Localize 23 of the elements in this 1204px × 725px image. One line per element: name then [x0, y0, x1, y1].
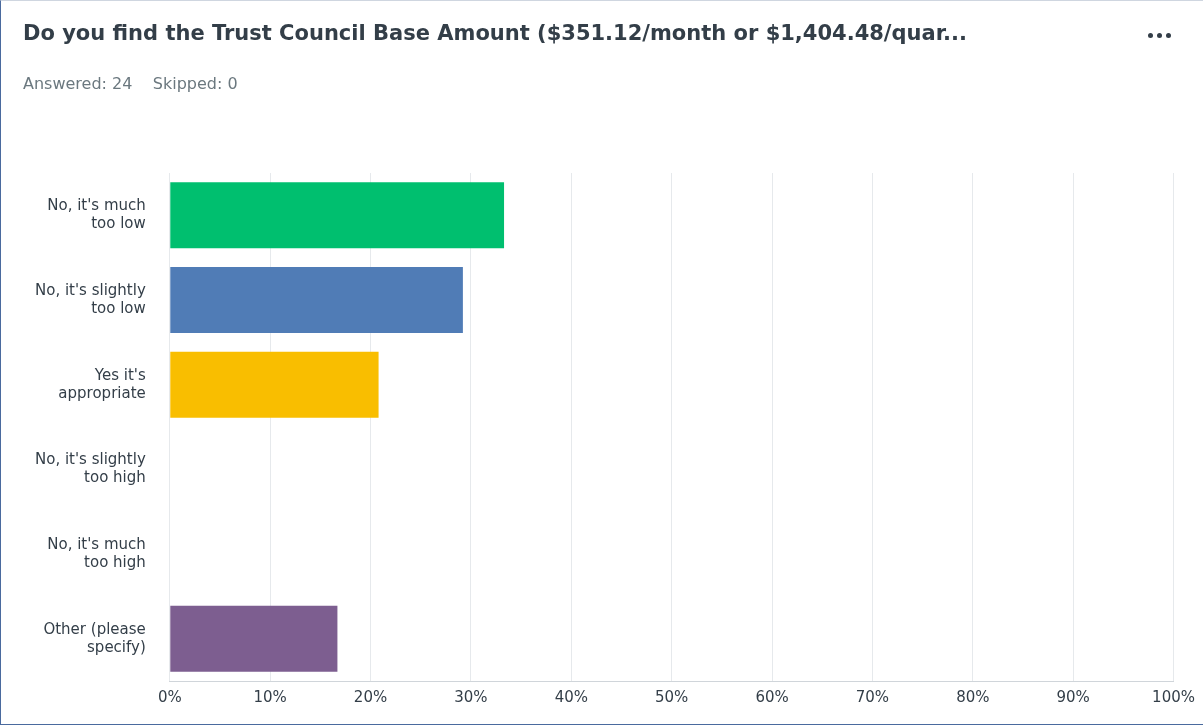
x-tick-label: 50%	[655, 687, 689, 706]
x-tick-label: 10%	[253, 687, 287, 706]
bar	[170, 351, 379, 418]
x-tick-label: 70%	[855, 687, 890, 706]
bar	[170, 266, 463, 334]
x-tick-label: 0%	[157, 687, 182, 706]
y-tick-label: Yes it's appropriate	[58, 365, 146, 402]
x-tick-label: 40%	[554, 687, 588, 706]
x-tick-label: 90%	[1056, 687, 1090, 706]
y-tick-label: No, it's slightly too high	[35, 450, 146, 487]
x-tick-label: 80%	[956, 687, 990, 706]
y-tick-label: No, it's much too low	[47, 196, 146, 233]
y-tick-label: No, it's much too high	[47, 534, 146, 571]
x-tick-label: 60%	[755, 687, 789, 706]
chart-title: Do you find the Trust Council Base Amount ($351.12/month or $1,404.48/quar...	[23, 21, 967, 45]
chart-subtitle: Answered: 24 Skipped: 0	[23, 74, 238, 93]
bar	[170, 182, 505, 249]
x-tick-label: 100%	[1152, 687, 1195, 706]
bar	[170, 605, 338, 672]
x-tick-label: 20%	[353, 687, 388, 706]
y-tick-label: No, it's slightly too low	[35, 280, 146, 317]
y-tick-label: Other (please specify)	[43, 619, 146, 656]
x-tick-label: 30%	[454, 687, 488, 706]
